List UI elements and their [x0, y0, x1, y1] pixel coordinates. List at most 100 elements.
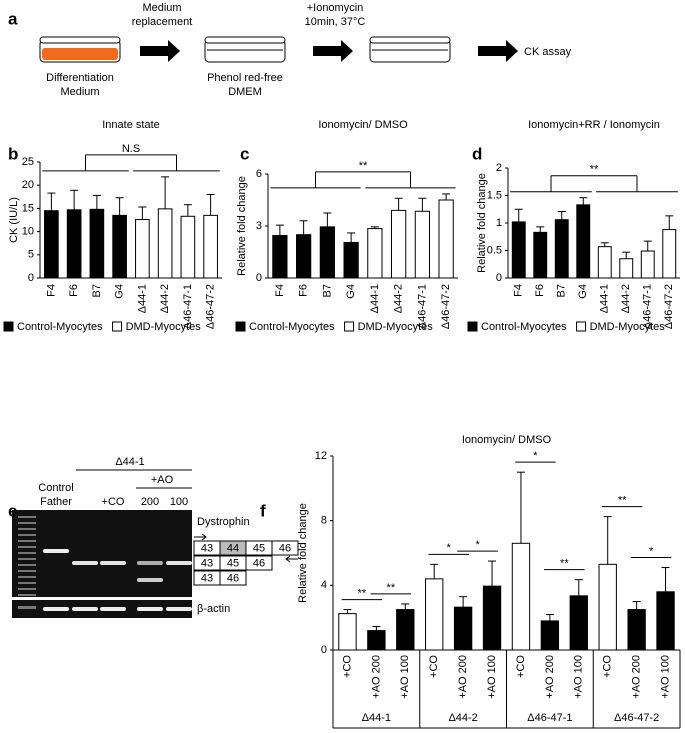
bar: [554, 219, 569, 279]
error-bar: [665, 215, 674, 230]
bar: [438, 199, 454, 279]
x-tick-label: +CO: [341, 655, 353, 678]
significance: **: [387, 582, 396, 594]
legend-swatch: [3, 321, 14, 332]
x-tick-label: Δ46-47-2: [440, 284, 452, 329]
x-tick-label: B7: [321, 284, 333, 297]
arrow-label: +Ionomycin: [307, 2, 364, 14]
bar: [367, 630, 386, 651]
bar: [576, 204, 591, 279]
control-label: Father: [40, 496, 72, 508]
bar: [391, 209, 407, 279]
final-step: CK assay: [524, 46, 572, 58]
bar: [66, 209, 82, 279]
x-tick-label: Δ46-47-1: [416, 284, 428, 329]
error-bar: [92, 194, 101, 210]
exon-label: 46: [227, 572, 239, 584]
lane-header: Δ44-1: [115, 456, 144, 468]
loading-label: β-actin: [197, 603, 230, 615]
significance: *: [533, 450, 538, 462]
error-bar: [600, 242, 609, 247]
y-tick-label: 3: [256, 220, 262, 232]
arrow: [478, 40, 518, 62]
x-tick-label: +CO: [515, 655, 527, 678]
x-tick-label: +AO 100: [659, 655, 671, 699]
ladder-band: [18, 534, 36, 536]
control-label: Control: [38, 482, 73, 494]
bar: [627, 609, 646, 651]
exon-label: 44: [227, 542, 239, 554]
lane-label: 100: [170, 496, 188, 508]
x-tick-label: F4: [274, 284, 286, 297]
bar: [662, 229, 677, 279]
gel: [12, 510, 192, 597]
legend-label: DMD-Myocytes: [126, 321, 202, 333]
lane-label: 200: [141, 496, 159, 508]
x-tick-label: F4: [513, 284, 525, 297]
chart-title: Ionomycin/ DMSO: [462, 434, 552, 446]
primer-arrow: [194, 533, 207, 541]
error-bar: [557, 210, 566, 220]
error-bar: [516, 471, 525, 544]
exon-label: 46: [279, 542, 291, 554]
error-bar: [70, 189, 79, 210]
exon: [219, 570, 247, 586]
error-bar: [161, 176, 170, 209]
bar: [367, 228, 383, 279]
y-tick-label: 15: [22, 202, 34, 214]
ladder-band: [18, 540, 36, 542]
bar: [203, 214, 218, 279]
legend-label: Control-Myocytes: [481, 321, 567, 333]
error-bar: [372, 626, 381, 631]
error-bar: [323, 212, 332, 227]
y-tick-label: 6: [256, 168, 262, 180]
bar: [540, 620, 560, 651]
y-tick-label: 1: [496, 217, 502, 229]
significance: **: [590, 164, 599, 176]
exon-label: 43: [201, 557, 213, 569]
x-tick-label: Δ46-47-2: [205, 284, 217, 329]
group-label: Δ44-1: [362, 712, 391, 724]
x-tick-label: G4: [345, 284, 357, 299]
y-tick-label: 0: [496, 272, 502, 284]
exon-label: 46: [253, 557, 265, 569]
x-tick-label: +CO: [602, 655, 614, 678]
error-bar: [47, 192, 56, 211]
error-bar: [574, 579, 583, 596]
x-tick-label: G4: [577, 284, 589, 299]
bar: [453, 606, 473, 651]
bar: [157, 208, 173, 279]
group-label: Δ46-47-2: [614, 712, 659, 724]
bar: [180, 215, 196, 279]
y-tick-label: 0: [256, 272, 262, 284]
y-tick-label: 8: [321, 515, 327, 527]
bar: [533, 231, 548, 279]
significance: N.S: [122, 143, 140, 155]
dish-rim: [39, 36, 121, 44]
panel-letter: d: [472, 144, 482, 163]
error-bar: [545, 613, 554, 621]
error-bar: [442, 193, 451, 200]
gel-band: [137, 561, 163, 565]
x-tick-label: +AO 100: [486, 655, 498, 699]
gel-band: [100, 561, 126, 565]
legend-swatch: [467, 321, 478, 332]
lane-label: +CO: [102, 496, 125, 508]
y-tick-label: 5: [28, 249, 34, 261]
gel-band: [72, 561, 98, 565]
exon-label: 43: [201, 542, 213, 554]
legend-label: Control-Myocytes: [17, 321, 103, 333]
bar: [135, 219, 150, 279]
error-bar: [579, 197, 588, 205]
ladder-band: [18, 528, 36, 530]
chart-title: Ionomycin/ DMSO: [318, 119, 408, 131]
panel-letter: b: [8, 144, 18, 163]
error-bar: [430, 563, 439, 579]
gene-label: Dystrophin: [197, 516, 250, 528]
error-bar: [643, 240, 652, 252]
arrow-label: replacement: [132, 16, 193, 28]
exon-label: 43: [201, 572, 213, 584]
bar: [482, 585, 502, 651]
legend-label: DMD-Myocytes: [358, 321, 434, 333]
